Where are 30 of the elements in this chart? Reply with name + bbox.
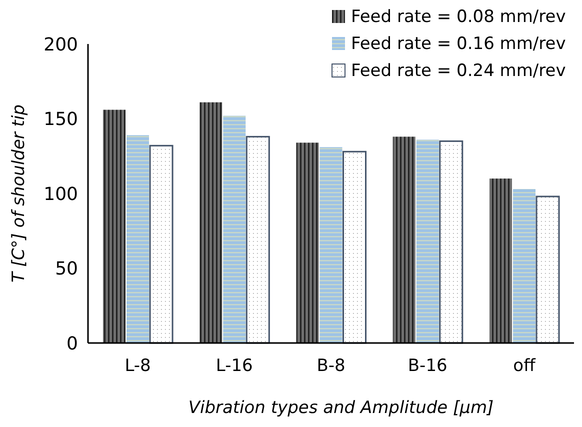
- bar: [149, 144, 174, 344]
- x-tick-label: B-8: [316, 356, 346, 376]
- x-tick-label: L-16: [216, 356, 253, 376]
- y-axis-title: T [C°] of shoulder tip: [9, 104, 29, 282]
- bar: [296, 142, 319, 343]
- x-tick-label: L-8: [124, 356, 151, 376]
- bar: [536, 196, 560, 344]
- x-tick-label: B-16: [408, 356, 448, 376]
- bar: [512, 189, 536, 343]
- y-tick-label: 100: [44, 184, 78, 205]
- bar: [392, 136, 416, 343]
- bar: [342, 150, 367, 344]
- bar: [439, 140, 464, 344]
- bar: [320, 147, 342, 343]
- legend-label: Feed rate = 0.16 mm/rev: [351, 34, 566, 54]
- y-tick-label: 50: [55, 258, 78, 280]
- bar: [246, 136, 270, 344]
- bar: [489, 178, 512, 343]
- bar: [200, 102, 222, 343]
- y-tick-label: 0: [66, 333, 78, 354]
- y-tick-label: 200: [44, 34, 78, 56]
- bar: [223, 116, 246, 343]
- bar: [102, 110, 126, 343]
- bar: [416, 140, 439, 343]
- legend-label: Feed rate = 0.08 mm/rev: [351, 6, 566, 27]
- x-tick-label: off: [513, 356, 537, 376]
- bar: [126, 135, 150, 343]
- y-tick-label: 150: [44, 109, 78, 130]
- legend-label: Feed rate = 0.24 mm/rev: [351, 60, 566, 81]
- x-axis-title: Vibration types and Amplitude [µm]: [188, 398, 494, 418]
